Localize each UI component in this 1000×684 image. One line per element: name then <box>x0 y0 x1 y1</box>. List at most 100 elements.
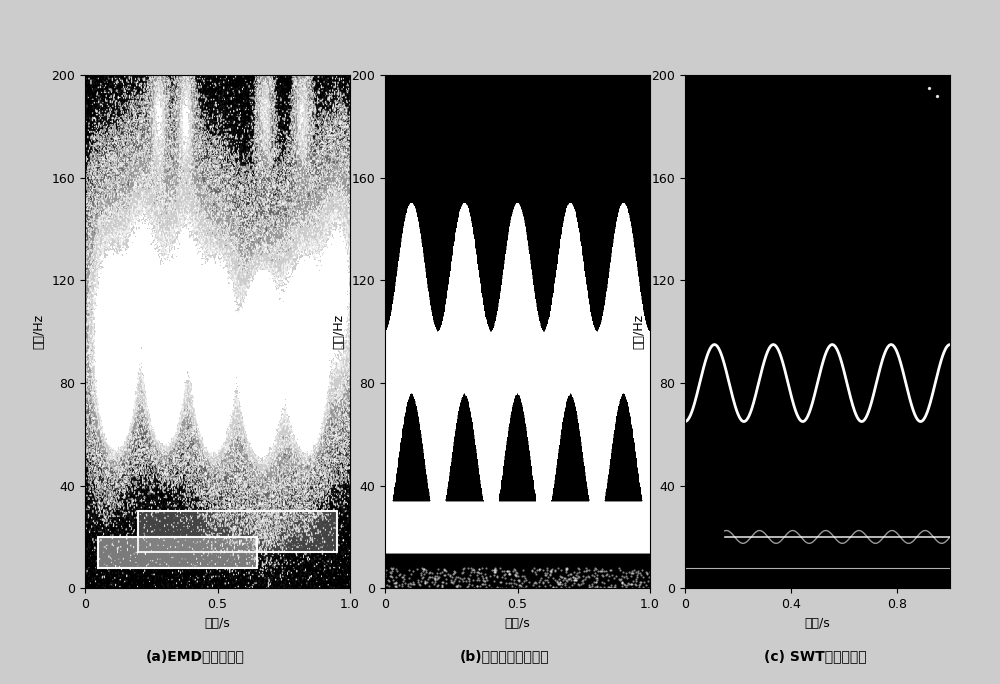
Point <box>614 577 630 588</box>
Point <box>421 568 437 579</box>
Point <box>401 565 417 576</box>
Point <box>565 571 581 582</box>
Point <box>517 583 533 594</box>
Point <box>434 580 450 591</box>
Point <box>518 581 534 592</box>
Point <box>640 582 656 593</box>
Point <box>569 573 585 584</box>
Point <box>471 567 487 578</box>
Point <box>545 581 561 592</box>
Point <box>511 575 527 586</box>
Point <box>417 576 433 587</box>
Point <box>508 567 524 578</box>
Point <box>537 581 553 592</box>
Point <box>475 579 491 590</box>
Point <box>557 572 573 583</box>
Point <box>444 577 460 588</box>
Point <box>384 563 400 574</box>
Point <box>632 577 648 588</box>
Point <box>542 566 558 577</box>
Point <box>554 571 570 582</box>
Point <box>596 578 612 589</box>
Point <box>511 579 527 590</box>
Point <box>472 581 488 592</box>
Point <box>418 566 434 577</box>
Point <box>511 582 527 593</box>
Point <box>452 573 468 583</box>
Point <box>477 569 493 580</box>
Point <box>499 566 515 577</box>
Point <box>547 565 563 576</box>
Point <box>405 577 421 588</box>
Point <box>627 579 643 590</box>
Point <box>415 565 431 576</box>
Point <box>621 579 637 590</box>
Point <box>454 568 470 579</box>
Point <box>559 564 575 575</box>
Point <box>436 564 452 575</box>
Point <box>486 567 502 578</box>
Point <box>405 578 421 589</box>
Point <box>427 577 443 588</box>
Point <box>403 578 419 589</box>
Point <box>464 564 480 575</box>
Point <box>478 573 494 583</box>
Point <box>492 577 508 588</box>
Point <box>587 563 603 574</box>
Point <box>513 581 529 592</box>
Point <box>638 579 654 590</box>
Point <box>573 579 589 590</box>
Point <box>515 583 531 594</box>
Point <box>537 575 553 586</box>
Point <box>429 573 445 584</box>
Point <box>387 581 403 592</box>
Point <box>455 564 471 575</box>
Point <box>417 577 433 588</box>
Point <box>621 567 637 578</box>
Point <box>395 575 411 586</box>
Point <box>486 564 502 575</box>
Point <box>623 578 639 589</box>
Point <box>469 575 485 586</box>
Point <box>600 575 616 586</box>
Point <box>507 568 523 579</box>
Point <box>385 563 401 574</box>
Point <box>494 583 510 594</box>
Point <box>600 581 616 592</box>
Point <box>528 568 544 579</box>
Point <box>416 564 432 575</box>
Point <box>580 570 596 581</box>
Point <box>526 577 542 588</box>
Point <box>388 578 404 589</box>
Point <box>499 565 515 576</box>
Point <box>589 574 605 585</box>
Point <box>587 567 603 578</box>
Point <box>461 576 477 587</box>
Point <box>429 581 445 592</box>
Point <box>464 579 480 590</box>
Point <box>395 572 411 583</box>
Point <box>921 83 937 94</box>
Point <box>460 573 476 583</box>
Point <box>553 571 569 582</box>
Point <box>432 568 448 579</box>
Text: (b)小波包的时频分析: (b)小波包的时频分析 <box>460 650 550 663</box>
Point <box>618 567 634 578</box>
Point <box>478 581 494 592</box>
Point <box>486 565 502 576</box>
Point <box>616 571 632 582</box>
Point <box>526 562 542 573</box>
Point <box>469 570 485 581</box>
Point <box>533 573 549 583</box>
Point <box>460 562 476 573</box>
Point <box>601 581 617 592</box>
Point <box>571 564 587 575</box>
Point <box>558 567 574 578</box>
Point <box>632 568 648 579</box>
Point <box>639 567 655 578</box>
Point <box>421 571 437 582</box>
Point <box>509 568 525 579</box>
Point <box>475 573 491 584</box>
Point <box>607 579 623 590</box>
Point <box>478 562 494 573</box>
